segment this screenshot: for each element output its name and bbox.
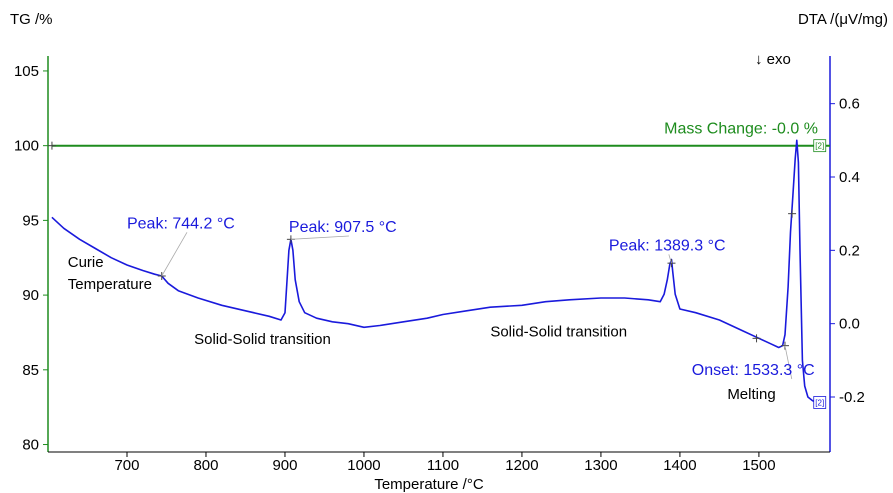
- y-right-axis-title: DTA /(μV/mg): [798, 11, 888, 28]
- x-tick-label: 1500: [742, 457, 775, 474]
- annotation-leader: [784, 345, 793, 380]
- y-right-tick-label: 0.2: [839, 242, 860, 259]
- y-left-tick-label: 105: [14, 63, 39, 80]
- x-tick-label: 800: [193, 457, 218, 474]
- y-left-tick-label: 100: [14, 138, 39, 155]
- annotation-label: Solid-Solid transition: [490, 324, 627, 341]
- y-right-tick-label: 0.0: [839, 316, 860, 333]
- x-tick-label: 1300: [584, 457, 617, 474]
- annotation-label: Solid-Solid transition: [194, 331, 331, 348]
- exo-direction-label: ↓ exo: [755, 51, 791, 68]
- annotation-label: Peak: 1389.3 °C: [609, 237, 726, 254]
- x-tick-label: 700: [114, 457, 139, 474]
- annotation-label: Onset: 1533.3 °C: [692, 362, 815, 379]
- annotation-label: Peak: 744.2 °C: [127, 215, 235, 232]
- series-end-tag: [2]: [815, 142, 824, 151]
- x-axis-title: Temperature /°C: [374, 476, 484, 493]
- y-right-tick-label: -0.2: [839, 389, 865, 406]
- annotation-leader: [290, 235, 349, 240]
- x-tick-label: 1100: [427, 457, 459, 474]
- annotation-label: Curie: [68, 254, 104, 271]
- series-end-tag-box: [813, 396, 827, 409]
- dta-curve: [51, 139, 819, 404]
- annotation-leader: [161, 232, 188, 277]
- annotation-label: Mass Change: -0.0 %: [664, 121, 818, 138]
- annotation-label: Temperature: [68, 276, 152, 293]
- y-right-tick-label: 0.4: [839, 169, 860, 186]
- x-tick-label: 1400: [663, 457, 696, 474]
- y-left-tick-label: 80: [22, 437, 39, 454]
- x-tick-label: 1200: [505, 457, 538, 474]
- series-end-tag: [2]: [815, 399, 824, 408]
- y-left-tick-label: 95: [22, 212, 39, 229]
- y-left-tick-label: 85: [22, 362, 39, 379]
- annotation-label: Melting: [727, 386, 775, 403]
- y-left-tick-label: 90: [22, 287, 39, 304]
- series-end-tag-box: [813, 139, 827, 153]
- x-tick-label: 1000: [347, 457, 380, 474]
- y-left-axis-title: TG /%: [10, 11, 53, 28]
- x-tick-label: 900: [272, 457, 297, 474]
- annotation-label: Peak: 907.5 °C: [289, 219, 397, 236]
- y-right-tick-label: 0.6: [839, 96, 860, 113]
- annotation-leader: [668, 254, 672, 264]
